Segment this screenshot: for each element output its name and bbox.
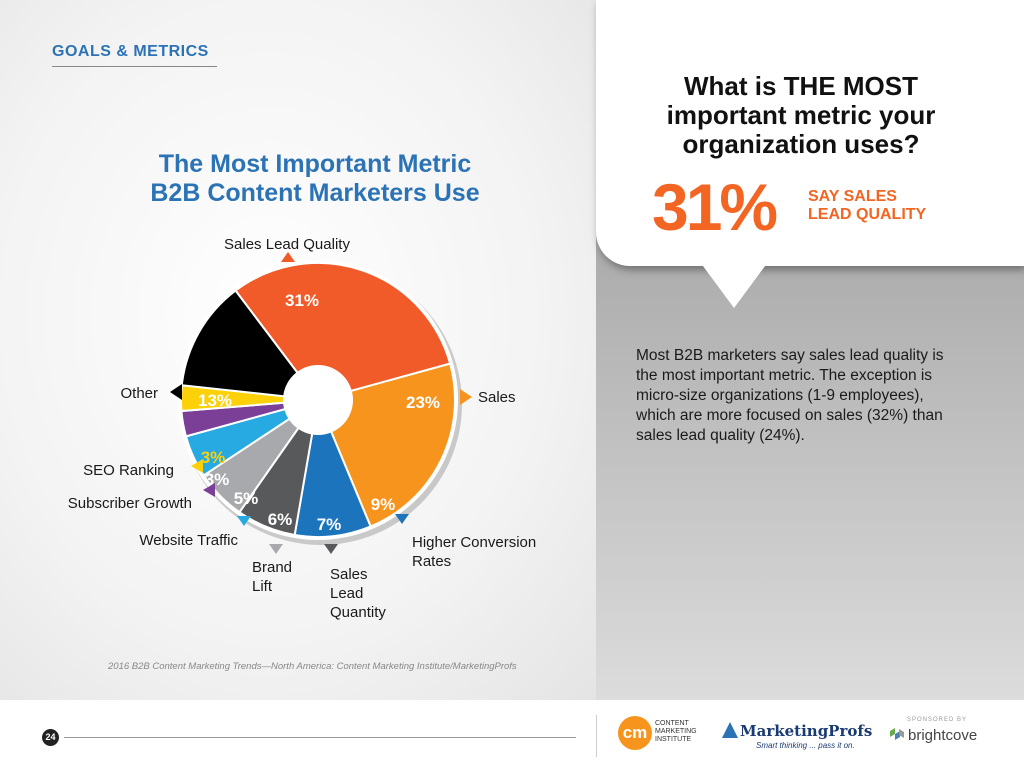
brightcove-mark-icon bbox=[890, 728, 904, 740]
sponsored-by-label: SPONSORED BY bbox=[907, 717, 968, 723]
category-label-seo-ranking: SEO Ranking bbox=[83, 462, 174, 479]
pct-label-sales: 23% bbox=[406, 393, 440, 412]
pct-label-website-traffic: 5% bbox=[234, 489, 259, 508]
pct-label-higher-conversion-rates: 9% bbox=[371, 495, 396, 514]
callout-pointer-sales bbox=[460, 389, 472, 405]
callout-pointer-other bbox=[170, 384, 182, 400]
source-note: 2016 B2B Content Marketing Trends—North … bbox=[108, 661, 517, 672]
category-label-line: Lift bbox=[252, 578, 273, 595]
question-heading: What is THE MOST important metric your o… bbox=[666, 71, 936, 159]
footer-divider bbox=[596, 715, 597, 757]
marketingprofs-tagline: Smart thinking ... pass it on. bbox=[756, 741, 855, 750]
category-label-line: Lead bbox=[330, 585, 363, 602]
category-label-line: Higher Conversion bbox=[412, 534, 536, 551]
chart-title-line-1: The Most Important Metric bbox=[158, 150, 472, 178]
cmi-logo-text: CONTENT MARKETING INSTITUTE bbox=[655, 720, 697, 743]
footer-rule bbox=[64, 737, 576, 738]
pie-center bbox=[283, 365, 353, 435]
chart-title: The Most Important Metric B2B Content Ma… bbox=[60, 150, 570, 208]
chart-title-line-2: B2B Content Marketers Use bbox=[150, 179, 480, 207]
headline-caption-line-2: LEAD QUALITY bbox=[808, 206, 927, 223]
category-label-line: Rates bbox=[412, 553, 451, 570]
category-label-higher-conversion-rates: Higher Conversion Rates bbox=[412, 534, 536, 570]
marketingprofs-bird-icon bbox=[722, 722, 738, 738]
headline-caption-line-1: SAY SALES bbox=[808, 188, 897, 205]
callout-pointer-seo-ranking bbox=[191, 459, 203, 473]
section-divider bbox=[52, 66, 217, 67]
pct-label-other: 13% bbox=[198, 391, 232, 410]
category-label-line: Brand bbox=[252, 559, 292, 576]
summary-text: Most B2B marketers say sales lead qualit… bbox=[636, 347, 944, 444]
category-label-line: Sales bbox=[478, 389, 516, 406]
pct-label-sales-lead-quality: 31% bbox=[285, 291, 319, 310]
category-label-line: Subscriber Growth bbox=[68, 495, 192, 512]
category-label-sales: Sales bbox=[478, 389, 516, 406]
callout-pointer-sales-lead-quantity bbox=[324, 544, 338, 554]
pct-label-sales-lead-quantity: 7% bbox=[317, 515, 342, 534]
category-label-website-traffic: Website Traffic bbox=[139, 532, 238, 549]
category-label-line: Other bbox=[120, 385, 158, 402]
pct-label-seo-ranking: 3% bbox=[201, 448, 226, 467]
category-label-sales-lead-quality: Sales Lead Quality bbox=[224, 236, 350, 253]
category-label-brand-lift: Brand Lift bbox=[252, 559, 292, 595]
category-label-other: Other bbox=[120, 385, 158, 402]
speech-bubble-tail bbox=[700, 262, 768, 308]
pie-chart: 31% Sales Lead Quality 23% Sales 9% Higher Co… bbox=[68, 236, 536, 621]
category-label-line: Website Traffic bbox=[139, 532, 238, 549]
section-label: GOALS & METRICS bbox=[52, 43, 209, 60]
headline-percentage: 31% bbox=[652, 170, 778, 244]
callout-pointer-sales-lead-quality bbox=[281, 252, 295, 262]
category-label-line: Sales Lead Quality bbox=[224, 236, 350, 253]
page-number: 24 bbox=[42, 729, 59, 746]
callout-pointer-higher-conversion-rates bbox=[395, 514, 409, 524]
callout-pointer-brand-lift bbox=[269, 544, 283, 554]
speech-bubble bbox=[596, 0, 1024, 266]
cmi-logo: cm bbox=[618, 716, 652, 750]
category-label-line: Sales bbox=[330, 566, 368, 583]
pct-label-subscriber-growth: 3% bbox=[205, 470, 230, 489]
callout-pointer-subscriber-growth bbox=[203, 483, 215, 497]
footer bbox=[0, 700, 1024, 768]
pie-slice-other bbox=[180, 289, 321, 402]
pct-label-brand-lift: 6% bbox=[268, 510, 293, 529]
brightcove-logo: brightcove bbox=[908, 727, 978, 744]
category-label-sales-lead-quantity: Sales Lead Quantity bbox=[330, 566, 386, 621]
category-label-subscriber-growth: Subscriber Growth bbox=[68, 495, 192, 512]
category-label-line: Quantity bbox=[330, 604, 386, 621]
callout-pointer-website-traffic bbox=[237, 516, 251, 526]
category-label-line: SEO Ranking bbox=[83, 462, 174, 479]
pie-slice-sales-lead-quality bbox=[234, 262, 452, 402]
headline-caption: SAY SALES LEAD QUALITY bbox=[808, 188, 926, 224]
marketingprofs-logo: MarketingProfs bbox=[740, 722, 873, 740]
